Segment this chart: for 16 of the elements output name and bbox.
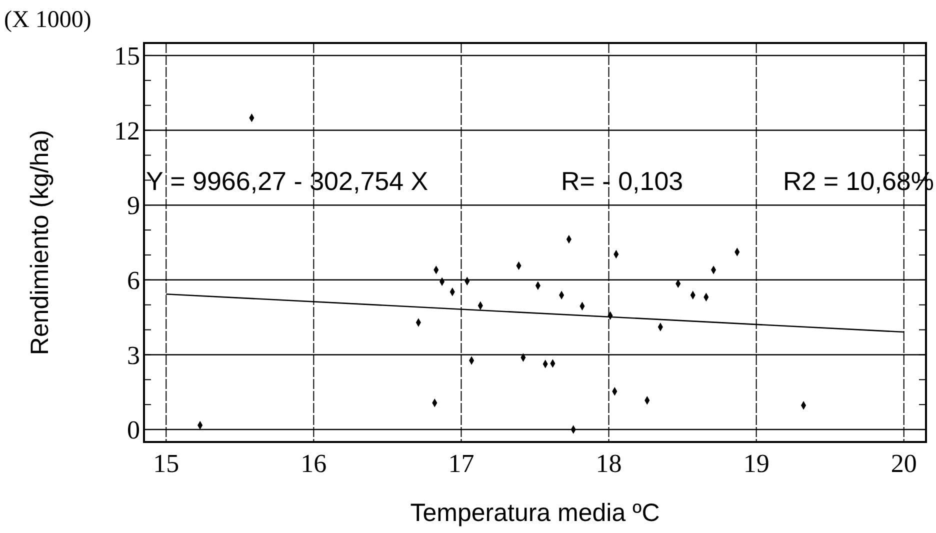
y-tick-label: 6 (127, 266, 140, 296)
y-tick-label: 0 (127, 416, 140, 445)
text: (X 1000) (4, 7, 92, 33)
y-tick-label: 12 (114, 116, 140, 146)
y-axis-title: Rendimiento (kg/ha) (26, 130, 54, 356)
x-tick-label: 17 (448, 449, 474, 478)
y-tick-label: 3 (127, 340, 140, 370)
y-tick-label: 15 (114, 42, 140, 71)
x-tick-label: 15 (153, 449, 180, 478)
y-tick-label: 9 (127, 191, 140, 220)
x-tick-label: 18 (596, 449, 622, 478)
x-tick-label: 20 (890, 449, 917, 478)
x-tick-label: 16 (300, 449, 327, 478)
annotation: Y = 9966,27 - 302,754 X (146, 166, 428, 196)
x-tick-label: 19 (743, 449, 770, 478)
x-axis-title: Temperatura media ºC (410, 499, 660, 527)
